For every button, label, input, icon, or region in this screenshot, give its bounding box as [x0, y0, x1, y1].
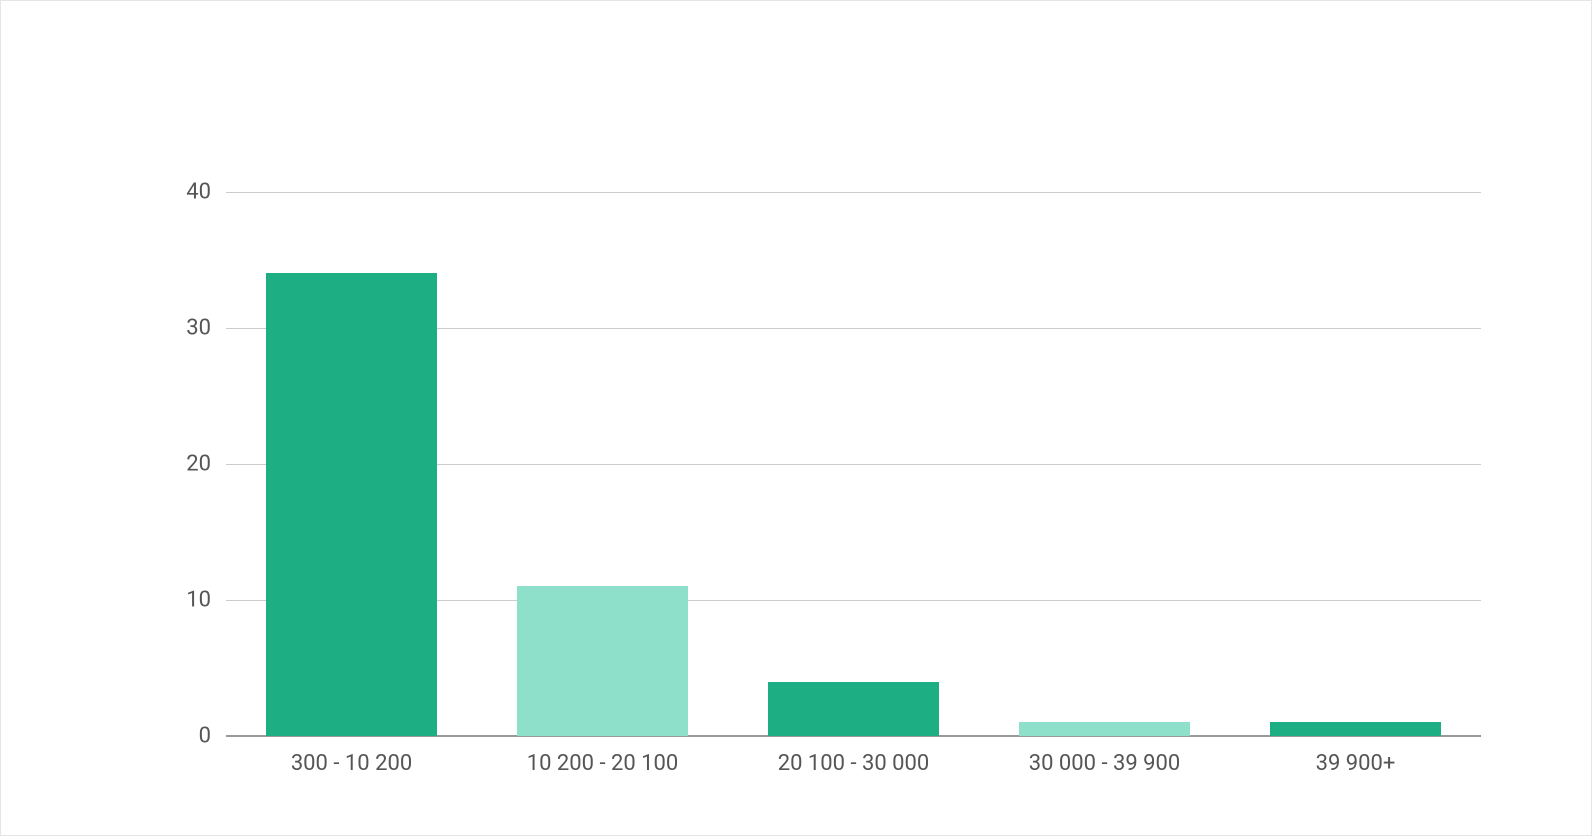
bar-chart: 0 10 20 30 40 300 - 10 200 10 200 - 20 100 20 …: [141, 151, 1491, 791]
x-tick-label: 39 900+: [1316, 751, 1396, 776]
bar: [266, 273, 437, 736]
x-tick-label: 300 - 10 200: [291, 751, 412, 776]
bar: [517, 586, 688, 736]
y-tick-label: 40: [186, 179, 211, 204]
y-tick-label: 0: [199, 724, 211, 749]
bar: [768, 682, 939, 736]
bar: [1019, 722, 1190, 736]
x-tick-label: 30 000 - 39 900: [1029, 751, 1181, 776]
y-tick-label: 30: [186, 315, 211, 340]
bar: [1270, 722, 1441, 736]
x-tick-label: 20 100 - 30 000: [778, 751, 930, 776]
gridline: [226, 192, 1481, 193]
plot-area: [226, 151, 1481, 736]
x-tick-label: 10 200 - 20 100: [527, 751, 679, 776]
y-tick-label: 20: [186, 451, 211, 476]
y-tick-label: 10: [186, 587, 211, 612]
